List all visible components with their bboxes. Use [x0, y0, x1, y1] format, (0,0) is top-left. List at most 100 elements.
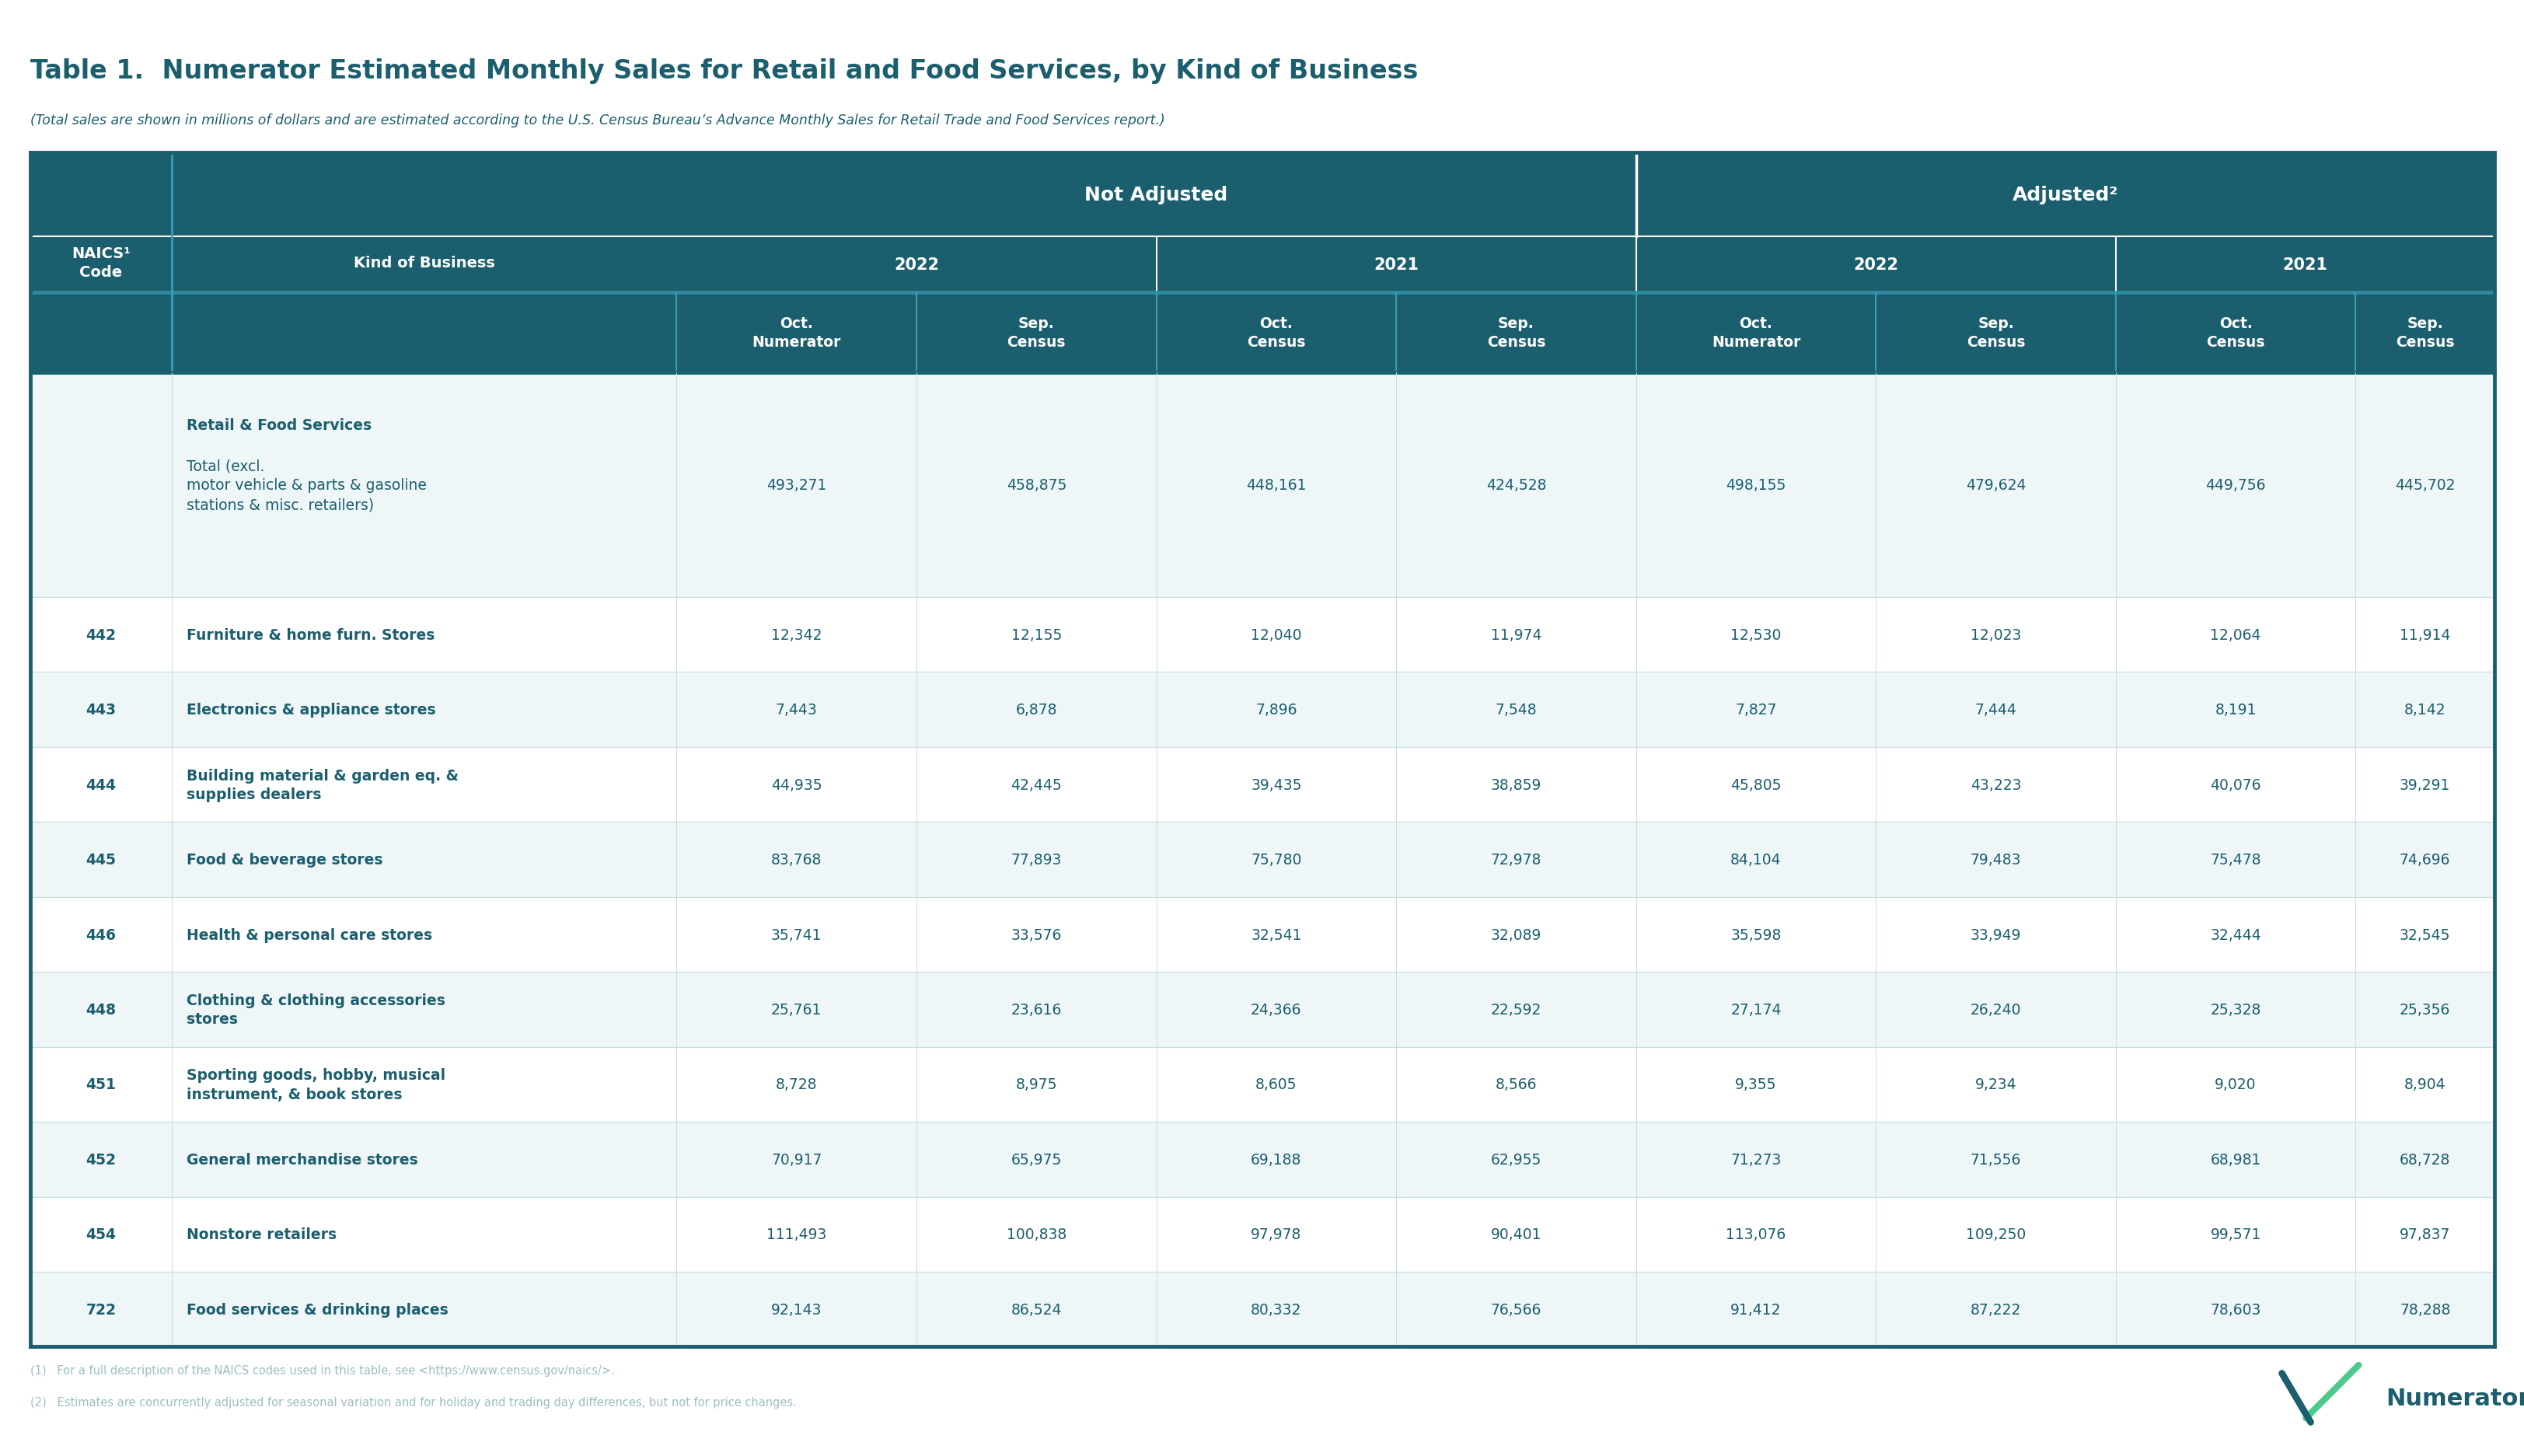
Text: 451: 451: [86, 1077, 116, 1092]
Text: Table 1.  Numerator Estimated Monthly Sales for Retail and Food Services, by Kin: Table 1. Numerator Estimated Monthly Sal…: [30, 58, 1418, 84]
Text: 75,478: 75,478: [2208, 852, 2262, 868]
Text: 83,768: 83,768: [770, 852, 823, 868]
Text: 24,366: 24,366: [1249, 1002, 1302, 1016]
Text: 92,143: 92,143: [770, 1302, 823, 1316]
Text: 27,174: 27,174: [1729, 1002, 1782, 1016]
Text: Oct.
Numerator: Oct. Numerator: [1711, 316, 1800, 349]
Text: 78,288: 78,288: [2398, 1302, 2451, 1316]
Text: 479,624: 479,624: [1966, 478, 2024, 492]
Text: 45,805: 45,805: [1729, 778, 1782, 792]
Text: 6,878: 6,878: [1015, 703, 1058, 718]
Text: 113,076: 113,076: [1726, 1227, 1784, 1242]
Text: 25,761: 25,761: [770, 1002, 823, 1016]
Text: Sporting goods, hobby, musical
instrument, & book stores: Sporting goods, hobby, musical instrumen…: [187, 1067, 447, 1101]
Text: 9,355: 9,355: [1734, 1077, 1777, 1092]
Text: 87,222: 87,222: [1969, 1302, 2022, 1316]
Text: 722: 722: [86, 1302, 116, 1316]
Text: 443: 443: [86, 703, 116, 718]
Text: 25,328: 25,328: [2208, 1002, 2262, 1016]
Text: 23,616: 23,616: [1010, 1002, 1063, 1016]
Text: 2021: 2021: [1373, 258, 1418, 272]
Text: 454: 454: [86, 1227, 116, 1242]
Text: 70,917: 70,917: [770, 1152, 823, 1166]
Text: 99,571: 99,571: [2208, 1227, 2262, 1242]
Text: 26,240: 26,240: [1969, 1002, 2022, 1016]
Text: Nonstore retailers: Nonstore retailers: [187, 1227, 336, 1242]
Text: Electronics & appliance stores: Electronics & appliance stores: [187, 703, 437, 718]
Text: Sep.
Census: Sep. Census: [1007, 316, 1065, 349]
Text: 8,142: 8,142: [2403, 703, 2446, 718]
Text: 12,530: 12,530: [1729, 628, 1782, 642]
Text: General merchandise stores: General merchandise stores: [187, 1152, 419, 1166]
Text: 11,974: 11,974: [1489, 628, 1542, 642]
Text: 493,271: 493,271: [767, 478, 825, 492]
Text: 8,975: 8,975: [1015, 1077, 1058, 1092]
Text: 12,155: 12,155: [1010, 628, 1063, 642]
Text: Oct.
Census: Oct. Census: [2206, 316, 2264, 349]
Text: 444: 444: [86, 778, 116, 792]
Text: 71,273: 71,273: [1729, 1152, 1782, 1166]
Text: Clothing & clothing accessories
stores: Clothing & clothing accessories stores: [187, 993, 444, 1026]
Text: 458,875: 458,875: [1007, 478, 1065, 492]
Text: Oct.
Census: Oct. Census: [1247, 316, 1305, 349]
Text: 39,435: 39,435: [1249, 778, 1302, 792]
Text: 25,356: 25,356: [2398, 1002, 2451, 1016]
Text: 69,188: 69,188: [1249, 1152, 1302, 1166]
Text: 40,076: 40,076: [2208, 778, 2262, 792]
Text: 32,089: 32,089: [1489, 927, 1542, 942]
Text: 445: 445: [86, 852, 116, 868]
Text: 8,728: 8,728: [775, 1077, 818, 1092]
Text: 62,955: 62,955: [1489, 1152, 1542, 1166]
Text: 8,605: 8,605: [1254, 1077, 1297, 1092]
Text: 442: 442: [86, 628, 116, 642]
Text: (Total sales are shown in millions of dollars and are estimated according to the: (Total sales are shown in millions of do…: [30, 114, 1164, 128]
Text: 72,978: 72,978: [1489, 852, 1542, 868]
Text: 100,838: 100,838: [1007, 1227, 1065, 1242]
Text: 109,250: 109,250: [1966, 1227, 2024, 1242]
Text: 7,827: 7,827: [1734, 703, 1777, 718]
Text: 39,291: 39,291: [2398, 778, 2451, 792]
Text: 2022: 2022: [1853, 258, 1898, 272]
Text: 449,756: 449,756: [2206, 478, 2264, 492]
Text: 11,914: 11,914: [2398, 628, 2451, 642]
Text: Numerator: Numerator: [2385, 1386, 2524, 1409]
Text: 35,598: 35,598: [1729, 927, 1782, 942]
Text: 2021: 2021: [2282, 258, 2327, 272]
Text: 42,445: 42,445: [1010, 778, 1063, 792]
Text: 97,837: 97,837: [2398, 1227, 2451, 1242]
Text: 7,548: 7,548: [1494, 703, 1537, 718]
Text: Adjusted²: Adjusted²: [2012, 186, 2118, 204]
Text: 12,040: 12,040: [1249, 628, 1302, 642]
Text: 9,234: 9,234: [1974, 1077, 2017, 1092]
Text: Not Adjusted: Not Adjusted: [1085, 186, 1227, 204]
Text: Sep.
Census: Sep. Census: [1487, 316, 1545, 349]
Text: 75,780: 75,780: [1249, 852, 1302, 868]
Text: Oct.
Numerator: Oct. Numerator: [752, 316, 840, 349]
Text: 80,332: 80,332: [1249, 1302, 1302, 1316]
Text: 77,893: 77,893: [1010, 852, 1063, 868]
Text: Food & beverage stores: Food & beverage stores: [187, 852, 384, 868]
Text: Total (excl.
motor vehicle & parts & gasoline
stations & misc. retailers): Total (excl. motor vehicle & parts & gas…: [187, 459, 427, 513]
Text: Sep.
Census: Sep. Census: [1966, 316, 2024, 349]
Text: 12,064: 12,064: [2208, 628, 2262, 642]
Text: 446: 446: [86, 927, 116, 942]
Text: 8,904: 8,904: [2403, 1077, 2446, 1092]
Text: 33,949: 33,949: [1969, 927, 2022, 942]
Text: 32,444: 32,444: [2208, 927, 2262, 942]
Text: 445,702: 445,702: [2395, 478, 2453, 492]
Text: 12,342: 12,342: [770, 628, 823, 642]
Text: 68,728: 68,728: [2398, 1152, 2451, 1166]
Text: 90,401: 90,401: [1489, 1227, 1542, 1242]
Text: 43,223: 43,223: [1969, 778, 2022, 792]
Text: Health & personal care stores: Health & personal care stores: [187, 927, 432, 942]
Text: 448: 448: [86, 1002, 116, 1016]
Text: 79,483: 79,483: [1969, 852, 2022, 868]
Text: 12,023: 12,023: [1969, 628, 2022, 642]
Text: Food services & drinking places: Food services & drinking places: [187, 1302, 449, 1316]
Text: 86,524: 86,524: [1010, 1302, 1063, 1316]
Text: 22,592: 22,592: [1489, 1002, 1542, 1016]
Text: (2)   Estimates are concurrently adjusted for seasonal variation and for holiday: (2) Estimates are concurrently adjusted …: [30, 1396, 798, 1408]
Text: 424,528: 424,528: [1487, 478, 1545, 492]
Text: 8,566: 8,566: [1494, 1077, 1537, 1092]
Text: Sep.
Census: Sep. Census: [2395, 316, 2453, 349]
